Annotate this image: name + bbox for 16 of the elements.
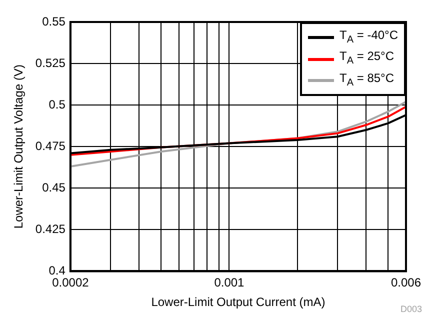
y-tick-label: 0.45 xyxy=(42,180,66,194)
legend-label: T$_{A}$ = -40°C xyxy=(340,27,398,48)
x-tick-label: 0.0002 xyxy=(52,276,90,290)
y-tick-label: 0.5 xyxy=(48,97,66,112)
text: D003 xyxy=(400,304,422,314)
legend-label: T$_{A}$ = 25°C xyxy=(340,48,394,69)
y-tick-label: 0.4 xyxy=(48,264,66,278)
x-axis-title: Lower-Limit Output Current (mA) xyxy=(151,295,326,310)
y-tick-label: 0.425 xyxy=(35,222,66,236)
y-tick-label: 0.525 xyxy=(35,56,66,70)
legend-label: T$_{A}$ = 85°C xyxy=(340,70,394,90)
y-axis-title: Lower-Limit Output Voltage (V) xyxy=(12,64,26,229)
x-tick-label: 0.001 xyxy=(214,276,245,290)
x-tick-label: 0.006 xyxy=(390,276,422,290)
y-tick-label: 0.475 xyxy=(35,138,66,153)
y-tick-label: 0.55 xyxy=(42,14,66,28)
